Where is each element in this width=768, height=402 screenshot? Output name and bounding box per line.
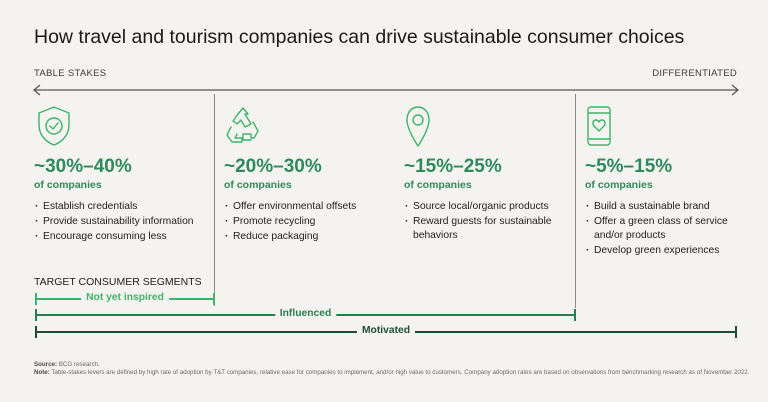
scale-right-label: DIFFERENTIATED [652, 68, 737, 79]
location-pin-icon [404, 104, 444, 148]
list-item: Develop green experiences [585, 244, 753, 258]
adoption-range: ~30%–40% [34, 156, 132, 177]
segments-title: TARGET CONSUMER SEGMENTS [34, 276, 202, 288]
segment-motivated: Motivated [35, 325, 737, 338]
list-item: Establish credentials [34, 200, 202, 214]
list-item: Offer a green class of service and/or pr… [585, 215, 753, 242]
segment-label: Not yet inspired [81, 292, 169, 303]
list-item: Encourage consuming less [34, 230, 202, 244]
list-item: Provide sustainability information [34, 215, 202, 229]
adoption-range: ~5%–15% [585, 156, 673, 177]
segment-label: Motivated [356, 325, 416, 336]
shield-check-icon [34, 104, 74, 148]
adoption-subtitle: of companies [224, 179, 292, 191]
phone-heart-icon [585, 104, 625, 148]
note-line: Note: Table-stakes levers are defined by… [34, 369, 750, 376]
footnote: Source: BCG research. Note: Table-stakes… [34, 361, 749, 377]
column-divider [214, 94, 215, 306]
recycle-icon [224, 104, 264, 148]
list-item: Reduce packaging [224, 230, 392, 244]
segment-influenced: Influenced [35, 308, 576, 321]
scale-left-label: TABLE STAKES [34, 68, 107, 79]
list-item: Source local/organic products [404, 200, 572, 214]
lever-list: Establish credentials Provide sustainabi… [34, 200, 202, 244]
source-line: Source: BCG research. [34, 361, 100, 368]
tier-column-1: ~30%–40% of companies Establish credenti… [34, 104, 202, 245]
list-item: Offer environmental offsets [224, 200, 392, 214]
segment-label: Influenced [274, 308, 337, 319]
lever-list: Source local/organic products Reward gue… [404, 200, 572, 242]
tier-column-3: ~15%–25% of companies Source local/organ… [404, 104, 572, 244]
list-item: Promote recycling [224, 215, 392, 229]
tier-column-4: ~5%–15% of companies Build a sustainable… [585, 104, 753, 259]
adoption-range: ~15%–25% [404, 156, 502, 177]
column-divider [575, 94, 576, 308]
lever-list: Build a sustainable brand Offer a green … [585, 200, 753, 257]
segment-not-yet-inspired: Not yet inspired [35, 292, 215, 305]
adoption-subtitle: of companies [404, 179, 472, 191]
adoption-subtitle: of companies [34, 179, 102, 191]
tier-column-2: ~20%–30% of companies Offer environmenta… [224, 104, 392, 245]
lever-list: Offer environmental offsets Promote recy… [224, 200, 392, 244]
page-title: How travel and tourism companies can dri… [34, 26, 685, 48]
list-item: Reward guests for sustainable behaviors [404, 215, 572, 242]
list-item: Build a sustainable brand [585, 200, 753, 214]
scale-double-arrow-icon [33, 84, 739, 96]
adoption-subtitle: of companies [585, 179, 653, 191]
adoption-range: ~20%–30% [224, 156, 322, 177]
